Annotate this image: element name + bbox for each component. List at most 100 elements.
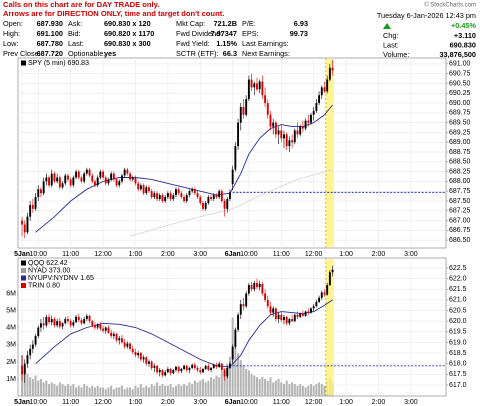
plot-frame (17, 57, 447, 249)
x-tick-label: 2:00 (372, 251, 386, 258)
volume-bar (253, 375, 256, 396)
candle-body (42, 323, 45, 326)
candle-body (299, 313, 302, 317)
up-arrow-icon (383, 23, 391, 29)
volume-bar (61, 384, 64, 396)
candle-body (229, 363, 231, 368)
volume-tick-label: 5M (6, 308, 16, 315)
candle-body (61, 183, 64, 188)
candle-body (323, 292, 326, 295)
x-tick-label: 3:00 (404, 251, 418, 258)
candle-body (126, 343, 129, 347)
candle-body (134, 351, 137, 356)
volume-bar (318, 382, 321, 396)
candle-body (175, 189, 177, 196)
candle-body (301, 126, 304, 129)
candle-body (318, 95, 321, 104)
candle-body (296, 314, 299, 317)
x-tick-label: 1:00 (339, 399, 353, 406)
volume-bar (37, 380, 40, 396)
candle-body (123, 342, 126, 347)
x-tick-label: 11:00 (273, 399, 290, 406)
candle-body (220, 191, 223, 201)
volume-bar (250, 373, 253, 396)
candle-body (204, 202, 207, 209)
quote-label: Next Earnings: (242, 49, 290, 58)
candle-body (223, 200, 226, 209)
quote-label: EPS: (242, 29, 259, 38)
candle-body (269, 114, 272, 127)
panel: 686.50 686.75 687.00 687.25 687.50 687.75 688.… (14, 57, 471, 258)
volume-bar (156, 382, 159, 396)
candle-body (207, 365, 210, 371)
candle-body (293, 314, 296, 322)
candle-body (88, 169, 91, 176)
y-tick-label: 689.75 (449, 110, 471, 117)
candle-body (148, 187, 150, 192)
volume-tick-label: 6M (6, 291, 16, 298)
candle-body (77, 316, 80, 321)
y-tick-label: 689.50 (449, 119, 471, 126)
candle-body (237, 314, 240, 330)
candle-body (91, 321, 94, 326)
volume-bar (320, 384, 323, 396)
candle-body (193, 189, 196, 194)
volume-bar (96, 385, 99, 396)
candle-body (188, 191, 191, 196)
x-tick-label: 3:00 (193, 399, 207, 406)
volume-tick-label: 4M (6, 325, 16, 332)
legend-swatch (21, 60, 26, 66)
candle-body (307, 311, 310, 313)
y-tick-label: 622.5 (449, 265, 467, 272)
volume-bar (64, 385, 67, 396)
volume-bar (150, 384, 153, 396)
candle-body (291, 140, 294, 143)
volume-bar (88, 387, 91, 396)
quote-label: Bid: (68, 29, 81, 38)
candle-body (118, 181, 121, 186)
candle-body (196, 367, 199, 371)
candle-body (191, 364, 194, 368)
legend-swatch (21, 283, 26, 288)
x-tick-label: 2:00 (161, 251, 175, 258)
candle-body (199, 197, 202, 203)
candle-body (315, 302, 318, 307)
volume-bar (104, 389, 107, 396)
volume-bar (255, 377, 258, 396)
volume-bar (304, 387, 307, 396)
quote-date: Tuesday 6-Jan-2026 12:43 pm (377, 11, 476, 20)
candle-body (180, 193, 183, 198)
candle-body (121, 338, 123, 343)
volume-bar (291, 382, 294, 396)
candle-body (188, 367, 191, 371)
volume-bar (196, 382, 199, 396)
volume-bar (191, 384, 194, 396)
candle-body (134, 177, 137, 184)
x-tick-label: 2:00 (372, 399, 386, 406)
volume-bar (83, 384, 86, 396)
volume-bar (139, 384, 142, 396)
candle-body (142, 357, 145, 360)
volume-bar (301, 385, 304, 396)
volume-bar (137, 387, 140, 396)
volume-bar (50, 382, 53, 396)
candle-body (91, 175, 94, 182)
y-tick-label: 689.25 (449, 129, 471, 136)
candle-body (67, 175, 69, 180)
volume-bar (85, 385, 88, 396)
volume-bar (31, 378, 34, 396)
volume-bar (201, 378, 204, 396)
candle-body (50, 319, 53, 323)
volume-bar (285, 380, 288, 396)
x-tick-label: 1:00 (129, 399, 143, 406)
candle-body (193, 364, 196, 368)
candle-body (50, 173, 53, 186)
y-tick-label: 620.5 (449, 307, 467, 314)
y-tick-label: 617.5 (449, 371, 467, 378)
candle-body (175, 366, 177, 371)
volume-bar (258, 378, 261, 396)
volume-tick-label: 2M (6, 359, 16, 366)
quote-value: 691.100 (37, 29, 63, 38)
candle-body (212, 364, 215, 368)
candle-body (288, 319, 291, 324)
